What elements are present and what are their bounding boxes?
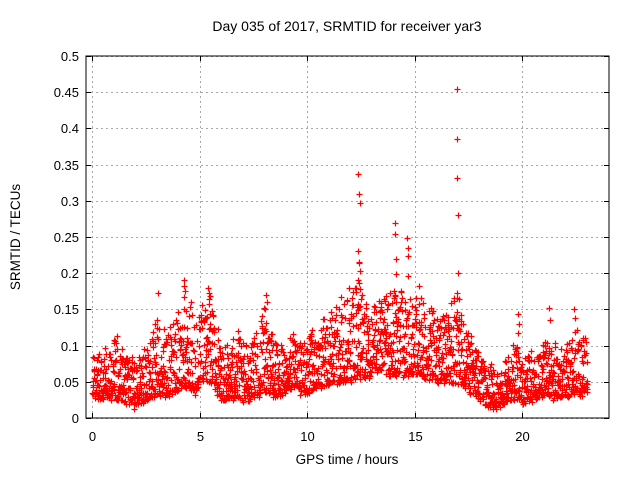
y-tick-label: 0.1 — [61, 339, 79, 354]
x-tick-label: 20 — [515, 429, 529, 444]
y-tick-label: 0.5 — [61, 49, 79, 64]
x-tick-label: 10 — [300, 429, 314, 444]
x-tick-label: 15 — [408, 429, 422, 444]
x-axis-label: GPS time / hours — [296, 452, 399, 467]
y-tick-label: 0.05 — [54, 375, 79, 390]
y-tick-label: 0.35 — [54, 158, 79, 173]
y-tick-label: 0.25 — [54, 230, 79, 245]
y-tick-label: 0.2 — [61, 266, 79, 281]
scatter-data-points — [89, 86, 591, 413]
axis-tick-marks — [86, 56, 609, 419]
y-axis-label: SRMTID / TECUs — [8, 184, 23, 291]
chart-title: Day 035 of 2017, SRMTID for receiver yar… — [212, 18, 481, 34]
x-tick-label: 5 — [197, 429, 204, 444]
y-tick-label: 0.3 — [61, 194, 79, 209]
axis-tick-labels: 0 5 10 15 20 0 0.05 0.1 0.15 0.2 0.25 0.3 0.35 0.4 0.4… — [54, 49, 530, 444]
y-tick-label: 0.15 — [54, 302, 79, 317]
x-tick-label: 0 — [89, 429, 96, 444]
y-tick-label: 0.4 — [61, 121, 79, 136]
y-tick-label: 0 — [72, 411, 79, 426]
y-tick-label: 0.45 — [54, 85, 79, 100]
